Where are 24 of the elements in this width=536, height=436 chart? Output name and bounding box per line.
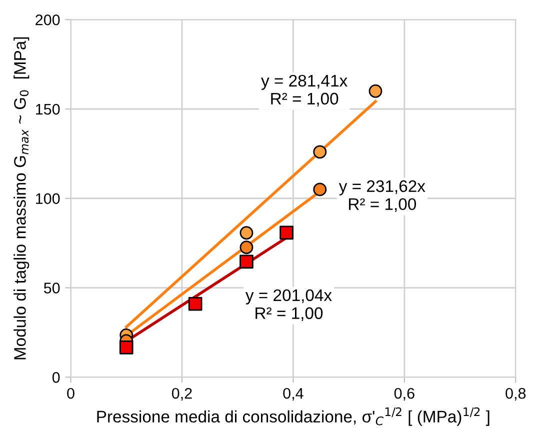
point: [240, 240, 254, 254]
annotation: y = 201,04x R² = 1,00: [245, 289, 332, 322]
x-tick-label: 0,6: [394, 388, 414, 401]
x-tick-label: 0,8: [506, 388, 526, 401]
point: [368, 84, 382, 98]
point: [240, 254, 254, 269]
y-tick-label: 50: [44, 282, 60, 294]
annotation: y = 231,62x R² = 1,00: [338, 180, 426, 212]
x-tick-label: 0,2: [172, 388, 192, 401]
y-tick-label: 200: [36, 14, 60, 26]
x-axis-title: Pressione media di consolidazione, σ'$_{C}$$^{1/2}$ [ (MPa)$^{1/2}$ ]: [97, 407, 490, 426]
y-tick-label: 150: [36, 104, 60, 115]
point: [313, 145, 327, 159]
point: [313, 182, 327, 196]
point: [119, 340, 134, 354]
x-tick-label: 0,4: [283, 388, 304, 401]
y-axis-title: Modulo di taglio massimo G$_{max}$ ~ G$_{0}$ [MPa]: [14, 37, 30, 360]
annotation: y = 281,41x R² = 1,00: [261, 74, 348, 107]
point: [240, 226, 254, 240]
x-tick-label: 0: [67, 388, 74, 399]
point: [188, 296, 202, 311]
y-tick-label: 0: [52, 372, 60, 383]
point: [280, 226, 294, 240]
y-tick-label: 100: [36, 193, 60, 204]
